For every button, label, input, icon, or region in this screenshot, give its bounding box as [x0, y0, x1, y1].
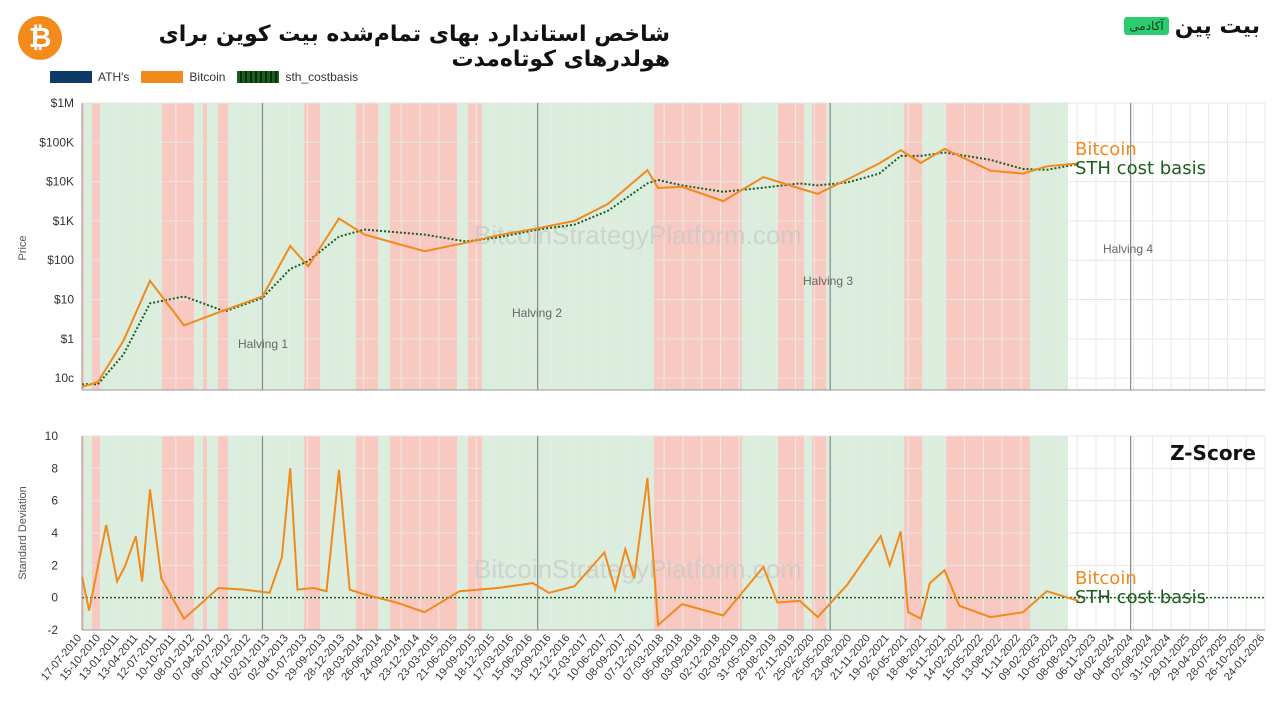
- bottom-ylabel: Standard Deviation: [17, 486, 29, 580]
- top-right-label-sth: STH cost basis: [1075, 158, 1206, 179]
- top-chart-y-axis: 10c $1 $10 $100 $1K $10K $100K $1M: [39, 96, 1265, 391]
- top-band-20: [778, 103, 804, 390]
- top-band-7: [207, 103, 218, 390]
- top-band-17: [482, 103, 654, 390]
- top-band-1: [84, 103, 92, 390]
- watermark-bottom: BitcoinStrategyPlatform.com: [474, 554, 802, 584]
- x-axis: 17-07-201015-10-201013-01-201113-04-2011…: [39, 632, 1267, 683]
- top-band-25: [922, 103, 946, 390]
- top-band-3: [100, 103, 162, 390]
- top-band-12: [356, 103, 378, 390]
- top-band-18: [654, 103, 742, 390]
- top-right-label-bitcoin: Bitcoin: [1075, 139, 1137, 160]
- top-tick-label-1: $1: [61, 332, 75, 346]
- bottom-tick-label-5: 8: [51, 461, 58, 475]
- bottom-tick-label-1: 0: [51, 591, 58, 605]
- bottom-tick-label-0: -2: [47, 623, 58, 637]
- top-band-21: [804, 103, 812, 390]
- bottom-tick-label-2: 2: [51, 558, 58, 572]
- top-band-4: [162, 103, 194, 390]
- top-band-2: [92, 103, 100, 390]
- page-title: شاخص استاندارد بهای تمام‌شده بیت کوین بر…: [158, 22, 670, 72]
- top-band-5: [194, 103, 203, 390]
- top-band-22: [812, 103, 826, 390]
- top-tick-label-2: $10: [54, 293, 74, 307]
- top-band-27: [1030, 103, 1068, 390]
- legend-swatch-ath: [50, 71, 92, 83]
- series-sth-costbasis: [82, 151, 1079, 386]
- legend-swatch-bitcoin: [141, 71, 184, 83]
- watermark-top: BitcoinStrategyPlatform.com: [474, 220, 802, 250]
- legend-label-sth: sth_costbasis: [285, 70, 359, 84]
- top-band-19: [742, 103, 778, 390]
- top-band-10: [304, 103, 320, 390]
- legend-label-bitcoin: Bitcoin: [189, 70, 226, 84]
- halving-4-label: Halving 4: [1103, 242, 1153, 256]
- bottom-tick-label-4: 6: [51, 494, 58, 508]
- bottom-right-label-bitcoin: Bitcoin: [1075, 568, 1137, 589]
- bottom-right-label-sth: STH cost basis: [1075, 587, 1206, 608]
- chart-legend: ATH's Bitcoin sth_costbasis: [50, 70, 358, 84]
- halving-3-label: Halving 3: [803, 274, 853, 288]
- top-band-15: [458, 103, 468, 390]
- halving-2-label: Halving 2: [512, 306, 562, 320]
- zscore-title: Z-Score: [1170, 441, 1256, 465]
- top-chart-grid: [81, 102, 1266, 390]
- bottom-chart-series: [81, 468, 1265, 628]
- top-band-13: [378, 103, 390, 390]
- top-tick-label-0: 10c: [55, 371, 74, 385]
- legend-item-sth[interactable]: sth_costbasis: [237, 70, 358, 84]
- top-tick-label-6: $100K: [39, 135, 74, 149]
- top-tick-label-5: $10K: [46, 175, 74, 189]
- legend-swatch-sth: [237, 71, 280, 83]
- top-chart-series: [81, 147, 1079, 388]
- top-band-26: [946, 103, 1030, 390]
- legend-item-bitcoin[interactable]: Bitcoin: [141, 70, 225, 84]
- brand: بیت پین آکادمی: [1124, 12, 1260, 40]
- top-band-24: [904, 103, 922, 390]
- series-bitcoin-price: [81, 147, 1079, 388]
- top-tick-label-4: $1K: [53, 214, 74, 228]
- legend-label-ath: ATH's: [98, 70, 130, 84]
- legend-item-ath[interactable]: ATH's: [50, 70, 129, 84]
- top-band-0: [82, 103, 84, 390]
- top-band-23: [826, 103, 904, 390]
- bottom-chart-y-axis: -2 0 2 4 6 8 10: [45, 429, 1265, 637]
- brand-name: بیت پین: [1174, 13, 1260, 39]
- halving-1-label: Halving 1: [238, 337, 288, 351]
- top-tick-label-7: $1M: [51, 96, 74, 110]
- brand-badge: آکادمی: [1124, 17, 1169, 35]
- bottom-tick-label-3: 4: [51, 526, 58, 540]
- series-zscore-bitcoin: [81, 468, 1079, 628]
- bottom-tick-label-6: 10: [45, 429, 59, 443]
- top-band-8: [218, 103, 228, 390]
- top-band-6: [203, 103, 207, 390]
- top-tick-label-3: $100: [47, 253, 74, 267]
- bitcoin-logo: ₿: [18, 16, 62, 60]
- top-ylabel: Price: [17, 235, 29, 260]
- top-band-16: [468, 103, 482, 390]
